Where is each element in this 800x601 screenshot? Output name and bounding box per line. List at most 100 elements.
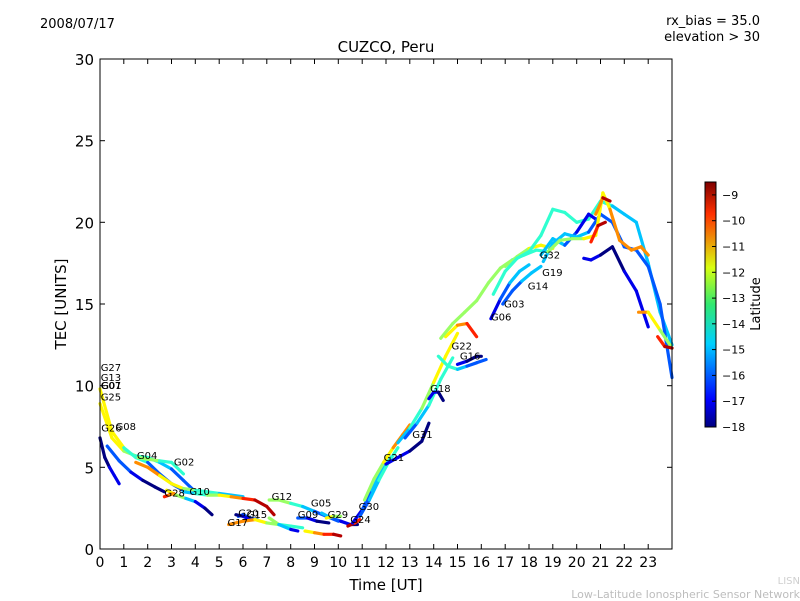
- series-21-segment: [362, 477, 376, 502]
- series-11-segment: [227, 519, 245, 527]
- x-tick-label: 13: [401, 555, 419, 571]
- satellite-label: G17: [228, 518, 248, 529]
- series-8-segment: [229, 495, 245, 500]
- chart-title: CUZCO, Peru: [338, 38, 435, 56]
- lisn-label: LISN: [777, 576, 800, 587]
- series-2-segment: [117, 459, 133, 474]
- series-6-segment: [174, 493, 188, 500]
- x-tick-label: 21: [592, 555, 610, 571]
- satellite-label: G31: [412, 430, 432, 441]
- series-34-segment: [539, 237, 555, 257]
- series-14-segment: [315, 519, 331, 525]
- series-36-segment: [546, 238, 562, 254]
- series-29-segment: [475, 281, 491, 303]
- x-tick-label: 0: [96, 555, 105, 571]
- series-3-segment: [110, 429, 126, 450]
- series-26-segment: [436, 354, 450, 368]
- colorbar-tick-label: −11: [722, 241, 745, 254]
- series-24-segment: [403, 421, 419, 440]
- series-15-segment: [312, 531, 326, 536]
- series-0-segment: [169, 467, 185, 482]
- x-tick-label: 5: [215, 555, 224, 571]
- series-26-segment: [465, 361, 479, 368]
- series-24-segment: [439, 356, 455, 381]
- x-tick-label: 15: [449, 555, 467, 571]
- series-36-segment: [608, 207, 622, 242]
- series-1-segment: [103, 455, 112, 469]
- series-5-segment: [146, 465, 162, 478]
- colorbar-tick-label: −10: [722, 215, 745, 228]
- series-30-segment: [508, 269, 522, 285]
- satellite-label: G02: [174, 458, 194, 469]
- satellite-label: G03: [504, 299, 524, 310]
- satellite-label: G15: [247, 510, 267, 521]
- satellite-label: G04: [137, 451, 157, 462]
- x-tick-label: 7: [262, 555, 271, 571]
- x-tick-label: 20: [568, 555, 586, 571]
- series-15-segment: [332, 532, 343, 538]
- satellite-label: G20: [238, 508, 258, 519]
- series-33-segment: [634, 220, 650, 265]
- satellite-label: G12: [272, 492, 292, 503]
- series-41-segment: [656, 335, 667, 349]
- date-label: 2008/07/17: [40, 17, 115, 32]
- series-12-segment: [289, 501, 305, 509]
- y-tick-label: 25: [75, 133, 94, 151]
- series-33-segment: [539, 207, 555, 237]
- series-29-segment: [463, 299, 479, 314]
- series-22-segment: [420, 421, 431, 443]
- colorbar-tick-label: −15: [722, 344, 745, 357]
- lisn-network-label: Low-Latitude Ionospheric Sensor Network: [571, 588, 800, 601]
- series-2-segment: [129, 470, 145, 482]
- series-26-segment: [446, 364, 460, 371]
- x-tick-label: 22: [615, 555, 633, 571]
- series-31-segment: [510, 279, 524, 293]
- series-20-segment: [358, 498, 371, 518]
- x-tick-label: 3: [167, 555, 176, 571]
- series-35-segment: [634, 248, 650, 268]
- series-31-segment: [501, 289, 514, 306]
- series-13-segment: [289, 527, 300, 533]
- series-5-segment: [205, 490, 221, 496]
- series-3-segment: [122, 446, 138, 460]
- colorbar-tick-label: −16: [722, 369, 745, 382]
- series-33-segment: [503, 256, 519, 273]
- series-35-segment: [598, 212, 615, 224]
- series-11-segment: [241, 517, 257, 523]
- series-8-segment: [265, 504, 276, 517]
- series-3-segment: [98, 387, 114, 433]
- x-tick-label: 17: [496, 555, 514, 571]
- series-22-segment: [384, 455, 400, 466]
- series-28-segment: [465, 322, 479, 339]
- x-tick-label: 11: [353, 555, 371, 571]
- y-tick-label: 20: [75, 214, 94, 232]
- satellite-label: G26: [101, 423, 121, 434]
- colorbar-tick-label: −12: [722, 266, 745, 279]
- series-23-segment: [408, 406, 424, 430]
- series-14-segment: [305, 516, 319, 523]
- satellite-label: G24: [350, 515, 370, 526]
- satellite-label: G19: [542, 268, 562, 279]
- x-tick-label: 16: [472, 555, 490, 571]
- series-1-segment: [98, 436, 107, 460]
- y-tick-label: 0: [84, 541, 94, 559]
- colorbar: −9 −10 −11 −12 −13 −14 −15 −16 −17 −18: [704, 181, 745, 434]
- rx-bias-label: rx_bias = 35.0: [666, 14, 760, 29]
- series-0-segment: [158, 460, 174, 471]
- series-20-segment: [386, 446, 400, 464]
- colorbar-tick-label: −13: [722, 292, 745, 305]
- series-20-segment: [367, 478, 381, 502]
- series-30-segment: [489, 297, 502, 321]
- series-29-segment: [486, 266, 502, 285]
- series-35-segment: [563, 232, 579, 239]
- x-tick-label: 4: [191, 555, 200, 571]
- series-34-segment: [575, 212, 591, 234]
- series-38-segment: [589, 224, 600, 244]
- series-7-segment: [167, 491, 176, 497]
- series-37-segment: [610, 245, 626, 273]
- series-5-segment: [134, 460, 150, 469]
- series-6-segment: [193, 500, 207, 510]
- series-24-segment: [415, 403, 431, 425]
- satellite-label: G06: [491, 312, 511, 323]
- series-26-segment: [475, 357, 488, 365]
